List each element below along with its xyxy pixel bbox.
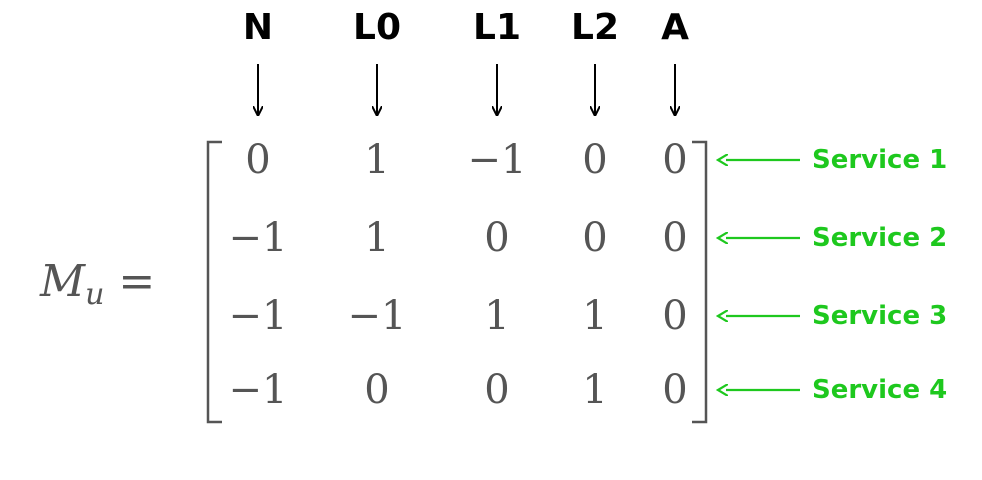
column-header-a: A — [661, 7, 689, 48]
row-label-service-1: Service 1 — [812, 145, 948, 175]
column-header-l1: L1 — [473, 7, 521, 48]
matrix-cell: 0 — [662, 367, 688, 413]
matrix-lhs: Mu = — [40, 256, 155, 321]
column-arrows — [258, 64, 675, 114]
matrix-cell: 1 — [484, 293, 510, 339]
matrix-cell: 0 — [662, 137, 688, 183]
matrix-cell: 1 — [364, 215, 390, 261]
matrix-cell: 0 — [245, 137, 271, 183]
column-header-l0: L0 — [353, 7, 401, 48]
matrix-cell: 0 — [662, 215, 688, 261]
row-arrows — [726, 160, 800, 390]
column-header-l2: L2 — [571, 7, 619, 48]
left-bracket — [206, 140, 222, 424]
matrix-cell: 0 — [582, 215, 608, 261]
matrix-symbol: M — [40, 256, 86, 307]
matrix-cell: 0 — [364, 367, 390, 413]
row-label-service-3: Service 3 — [812, 301, 948, 331]
equals-sign: = — [118, 256, 156, 307]
matrix-cell: −1 — [228, 293, 288, 339]
matrix-cell: 1 — [582, 293, 608, 339]
matrix-cell: −1 — [228, 367, 288, 413]
matrix-cell: 0 — [484, 367, 510, 413]
matrix-subscript: u — [85, 277, 105, 312]
row-label-service-2: Service 2 — [812, 223, 948, 253]
row-label-service-4: Service 4 — [812, 375, 948, 405]
matrix-cell: 0 — [662, 293, 688, 339]
matrix-cell: 0 — [582, 137, 608, 183]
matrix-cell: 0 — [484, 215, 510, 261]
matrix-cell: −1 — [467, 137, 527, 183]
matrix-cell: −1 — [347, 293, 407, 339]
matrix-cell: −1 — [228, 215, 288, 261]
matrix-cell: 1 — [364, 137, 390, 183]
column-header-n: N — [242, 7, 274, 48]
matrix-cell: 1 — [582, 367, 608, 413]
right-bracket — [692, 140, 708, 424]
